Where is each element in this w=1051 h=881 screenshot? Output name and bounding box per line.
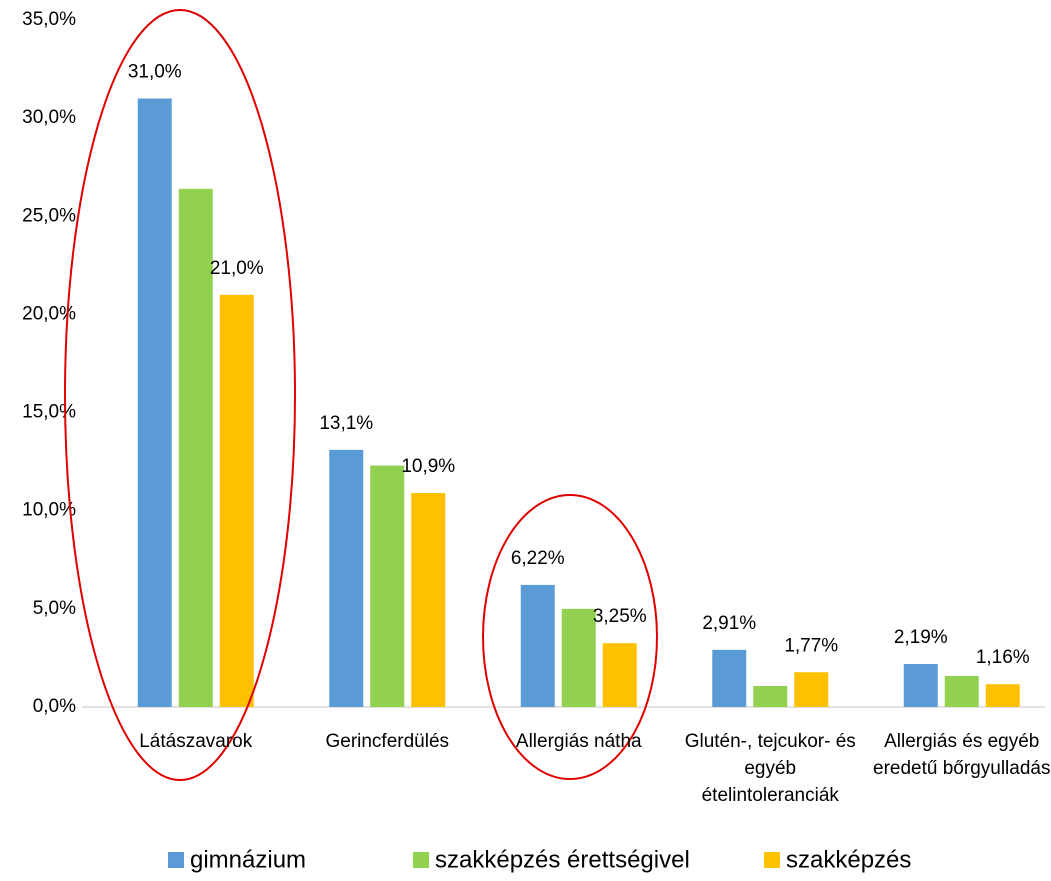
y-tick-label: 5,0%: [33, 598, 76, 619]
y-tick-label: 20,0%: [22, 303, 76, 324]
bar: [411, 493, 446, 707]
data-label: 6,22%: [511, 548, 565, 569]
legend-swatch: [168, 852, 184, 868]
bar: [712, 649, 747, 707]
data-label: 2,19%: [894, 627, 948, 648]
bar: [370, 465, 405, 707]
bar: [137, 98, 172, 707]
y-tick-label: 30,0%: [22, 107, 76, 128]
y-tick-label: 0,0%: [33, 696, 76, 717]
x-tick-label: Allergiás és egyéb eredetű bőrgyulladás: [873, 731, 1051, 779]
data-label: 10,9%: [401, 456, 455, 477]
highlight-ellipse: [482, 494, 658, 780]
x-tick-label: Glutén-, tejcukor- és egyéb ételintolera…: [684, 731, 856, 806]
data-label: 13,1%: [319, 413, 373, 434]
bar: [178, 188, 213, 707]
bar: [753, 685, 788, 707]
bar: [520, 584, 555, 707]
legend-label: szakképzés érettségivel: [435, 846, 690, 873]
y-tick-label: 25,0%: [22, 205, 76, 226]
data-label: 3,25%: [593, 606, 647, 627]
legend-swatch: [764, 852, 780, 868]
bar: [602, 643, 637, 707]
bar: [794, 672, 829, 707]
x-tick-label: Gerincferdülés: [325, 731, 450, 752]
bar: [561, 608, 596, 707]
legend-label: gimnázium: [190, 846, 306, 873]
data-label: 1,16%: [976, 647, 1030, 668]
legend-label: szakképzés: [786, 846, 911, 873]
x-tick-label: Látászavarok: [139, 731, 253, 752]
y-tick-label: 35,0%: [22, 9, 76, 30]
bar: [219, 294, 254, 707]
data-label: 31,0%: [128, 62, 182, 83]
data-label: 21,0%: [210, 258, 264, 279]
bar: [985, 684, 1020, 707]
legend-swatch: [413, 852, 429, 868]
x-tick-label: Allergiás nátha: [515, 731, 642, 752]
bar: [329, 449, 364, 707]
data-label: 1,77%: [784, 635, 838, 656]
bar: [944, 675, 979, 707]
y-tick-label: 15,0%: [22, 402, 76, 423]
highlight-ellipse: [64, 9, 296, 781]
bar: [903, 664, 938, 707]
data-label: 2,91%: [702, 613, 756, 634]
y-tick-label: 10,0%: [22, 500, 76, 521]
